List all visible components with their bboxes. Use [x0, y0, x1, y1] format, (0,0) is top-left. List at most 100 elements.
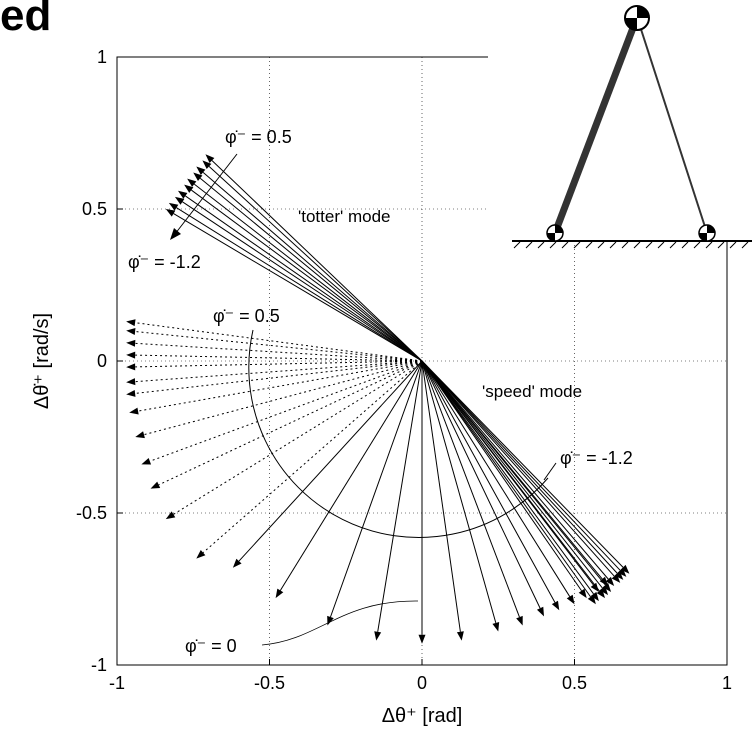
vector-shaft: [421, 360, 606, 586]
vector: [421, 360, 500, 632]
vector-shaft: [135, 322, 423, 362]
annotation-arrow: [543, 462, 557, 481]
annotation: φ̇⁻ = 0.5: [213, 306, 280, 326]
vector-shaft: [421, 360, 621, 571]
vector-shaft: [135, 331, 423, 362]
plot: -1 -0.5 0 0.5 1 -1 -0.5 0 0.5 1: [76, 47, 732, 693]
vector: [421, 360, 615, 586]
vector-head: [193, 172, 203, 181]
vector-head: [602, 582, 612, 593]
vector-head: [599, 576, 609, 586]
vector-shaft: [421, 360, 556, 603]
y-tick-label: 0.5: [82, 199, 107, 219]
vector: [135, 360, 423, 439]
vector: [418, 361, 426, 644]
vector-head: [551, 600, 560, 611]
vector-shaft: [421, 360, 520, 618]
x-axis-label: Δθ⁺ [rad]: [382, 705, 463, 727]
hip-mass: [624, 5, 650, 31]
ground-hatch: [513, 241, 749, 249]
vector: [421, 360, 627, 577]
foot-mass: [698, 224, 716, 242]
vector-shaft: [202, 360, 423, 554]
annotation: φ̇⁻ = 0.5: [225, 127, 292, 147]
vector-head: [187, 178, 197, 187]
vector-head: [202, 160, 212, 170]
x-tick-label: -0.5: [254, 673, 285, 693]
vector-head: [617, 567, 627, 577]
vector: [126, 351, 423, 362]
vector: [421, 360, 523, 626]
vector-head: [174, 196, 185, 205]
vector: [205, 154, 423, 362]
vector: [421, 360, 575, 605]
vector-shaft: [158, 360, 423, 486]
vector-shaft: [176, 207, 423, 362]
vector-shaft: [199, 177, 423, 362]
vector-shaft: [421, 360, 618, 574]
vector: [126, 360, 423, 371]
vector: [232, 360, 423, 568]
annotation: φ̇⁻ = 0: [185, 636, 237, 656]
vector-shaft: [330, 360, 423, 618]
annotation: φ̇⁻ = -1.2: [560, 448, 633, 468]
vector-head: [126, 363, 136, 371]
x-tick-label: -1: [109, 673, 125, 693]
vector-shaft: [238, 360, 423, 562]
vector-shaft: [421, 360, 497, 624]
vector-shaft: [137, 360, 423, 412]
vector-shaft: [421, 360, 609, 580]
vector-head: [620, 564, 630, 574]
vector-shaft: [377, 360, 423, 632]
vector-head: [126, 339, 136, 347]
y-tick-label: -1: [91, 655, 107, 675]
vector-shaft: [421, 360, 615, 577]
vector-head: [578, 588, 587, 599]
vector: [184, 184, 423, 362]
vector: [421, 360, 624, 580]
vector: [202, 160, 423, 362]
vector: [421, 360, 587, 599]
vector-head: [184, 184, 194, 193]
vector: [421, 360, 464, 641]
vector-head: [168, 202, 179, 211]
vector-head: [129, 407, 139, 415]
vector: [174, 196, 423, 362]
vector: [193, 172, 423, 362]
vector: [126, 328, 423, 362]
vector-head: [418, 634, 426, 644]
walker-inset: [488, 0, 752, 249]
vector: [421, 360, 596, 605]
vector: [126, 360, 423, 397]
vector-head: [275, 588, 284, 599]
vector: [327, 360, 423, 626]
vector-head: [196, 166, 206, 175]
vector-head: [327, 615, 334, 626]
vector-shaft: [421, 360, 592, 598]
vector: [165, 360, 423, 520]
vector-head: [196, 550, 206, 559]
vector-shaft: [208, 166, 423, 362]
x-tick-label: 0: [417, 673, 427, 693]
vector: [421, 360, 544, 617]
vector: [421, 360, 560, 611]
vector-head: [126, 319, 136, 327]
vector-head: [590, 582, 599, 593]
vector: [421, 360, 621, 583]
vector-shaft: [421, 360, 603, 589]
vector-shaft: [421, 360, 541, 609]
vector-head: [126, 351, 136, 359]
vector: [421, 360, 612, 593]
vector-head: [165, 209, 176, 217]
vector-head: [456, 631, 464, 641]
vector-shaft: [182, 201, 423, 362]
vector-head: [374, 631, 382, 641]
vector-head: [126, 378, 136, 386]
vector-head: [178, 190, 188, 199]
vector-head: [596, 588, 605, 599]
vector: [196, 360, 423, 559]
phi-curve: [261, 600, 419, 646]
vector: [141, 360, 423, 465]
vector: [126, 360, 423, 386]
vector-shaft: [173, 360, 423, 515]
